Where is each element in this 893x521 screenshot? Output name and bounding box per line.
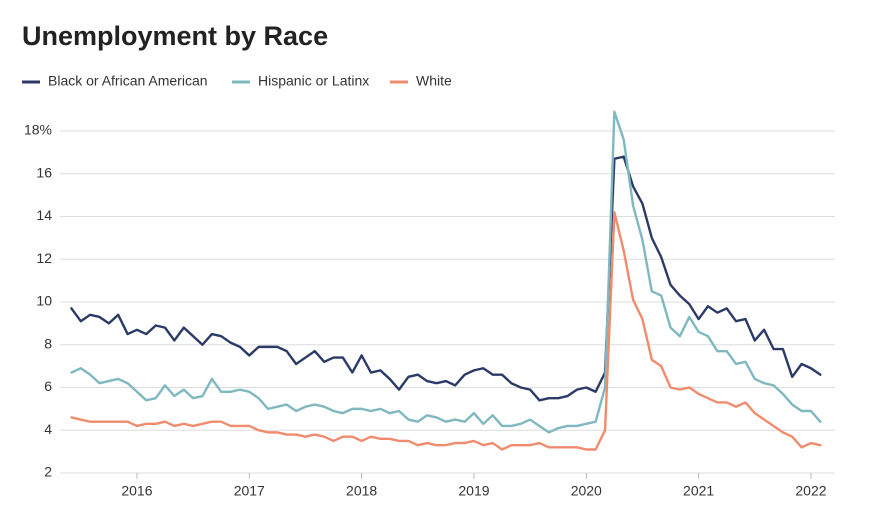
y-tick-label: 2 xyxy=(44,464,52,480)
y-tick-label: 8 xyxy=(44,335,52,351)
series-line xyxy=(70,155,822,402)
y-tick-label: 6 xyxy=(44,378,52,394)
x-tick-label: 2020 xyxy=(571,483,602,499)
x-tick-label: 2021 xyxy=(683,483,714,499)
x-tick-label: 2017 xyxy=(234,483,265,499)
series-line xyxy=(70,110,822,434)
x-tick-label: 2018 xyxy=(346,483,377,499)
series-line xyxy=(70,211,822,451)
legend-label: Black or African American xyxy=(48,73,208,89)
x-tick-label: 2016 xyxy=(121,483,152,499)
y-tick-label: 14 xyxy=(36,207,52,223)
chart-title: Unemployment by Race xyxy=(22,21,328,51)
legend-label: White xyxy=(416,73,452,89)
legend-label: Hispanic or Latinx xyxy=(258,73,369,89)
y-tick-label: 16 xyxy=(36,164,52,180)
x-tick-label: 2019 xyxy=(458,483,489,499)
x-tick-label: 2022 xyxy=(795,483,826,499)
y-tick-label: 4 xyxy=(44,421,52,437)
y-tick-label: 10 xyxy=(36,293,52,309)
y-tick-label: 18% xyxy=(24,122,52,138)
y-tick-label: 12 xyxy=(36,250,52,266)
